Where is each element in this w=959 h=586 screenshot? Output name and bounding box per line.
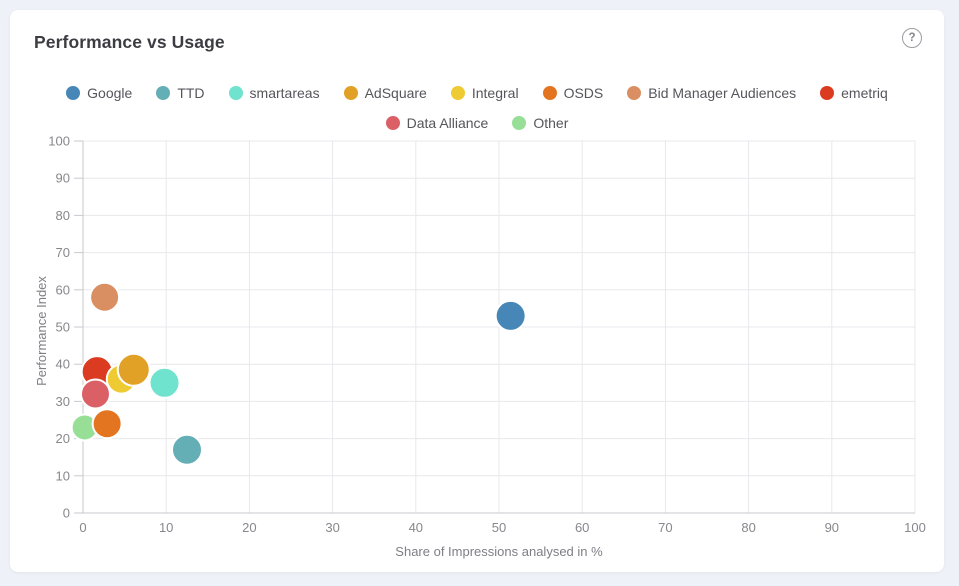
legend-row-1: Google TTD smartareas AdSquare Integral OSDS B… bbox=[54, 82, 900, 104]
legend-item-smartareas[interactable]: smartareas bbox=[217, 82, 332, 104]
legend-label-data-alliance: Data Alliance bbox=[406, 115, 489, 131]
legend-dot-google bbox=[66, 86, 81, 100]
chart-legend: Google TTD smartareas AdSquare Integral OSDS B… bbox=[10, 82, 944, 134]
legend-item-ttd[interactable]: TTD bbox=[144, 82, 216, 104]
y-tick-label: 100 bbox=[48, 134, 70, 149]
legend-dot-smartareas bbox=[228, 86, 243, 100]
legend-label-smartareas: smartareas bbox=[249, 85, 320, 101]
y-tick-label: 30 bbox=[56, 394, 70, 409]
bubble-ttd[interactable] bbox=[171, 433, 203, 466]
page-title: Performance vs Usage bbox=[34, 32, 225, 52]
x-tick-label: 0 bbox=[79, 520, 86, 535]
x-tick-label: 80 bbox=[741, 520, 755, 535]
bubble-smartareas[interactable] bbox=[148, 366, 181, 399]
x-tick-label: 70 bbox=[658, 520, 672, 535]
legend-dot-ttd bbox=[156, 86, 171, 100]
y-tick-label: 80 bbox=[56, 208, 70, 223]
legend-dot-emetriq bbox=[820, 86, 835, 100]
legend-dot-data-alliance bbox=[385, 116, 400, 130]
bubble-data-alliance[interactable] bbox=[79, 378, 111, 410]
legend-dot-adsquare bbox=[343, 86, 358, 100]
y-tick-label: 20 bbox=[56, 431, 70, 446]
legend-item-integral[interactable]: Integral bbox=[439, 82, 531, 104]
x-axis-title: Share of Impressions analysed in % bbox=[395, 544, 603, 559]
legend-item-other[interactable]: Other bbox=[500, 112, 580, 134]
legend-label-osds: OSDS bbox=[563, 85, 604, 101]
bubble-bid-manager-audiences[interactable] bbox=[89, 281, 121, 313]
x-tick-label: 10 bbox=[159, 520, 173, 535]
legend-item-data-alliance[interactable]: Data Alliance bbox=[374, 112, 501, 134]
performance-vs-usage-card: Performance vs Usage ? Google TTD smartare… bbox=[10, 10, 944, 572]
legend-dot-osds bbox=[542, 86, 557, 100]
legend-label-ttd: TTD bbox=[177, 85, 205, 101]
x-tick-label: 100 bbox=[904, 520, 926, 535]
x-tick-label: 90 bbox=[825, 520, 839, 535]
bubble-google[interactable] bbox=[494, 299, 527, 332]
y-tick-label: 0 bbox=[63, 506, 70, 521]
legend-label-integral: Integral bbox=[471, 85, 519, 101]
x-tick-label: 60 bbox=[575, 520, 589, 535]
y-axis-title: Performance Index bbox=[34, 276, 49, 386]
legend-item-emetriq[interactable]: emetriq bbox=[808, 82, 900, 104]
legend-label-bid-manager-audiences: Bid Manager Audiences bbox=[648, 85, 797, 101]
x-tick-label: 30 bbox=[325, 520, 339, 535]
legend-label-emetriq: emetriq bbox=[841, 85, 888, 101]
x-tick-label: 20 bbox=[242, 520, 256, 535]
bubble-osds[interactable] bbox=[91, 408, 123, 440]
help-icon[interactable]: ? bbox=[902, 28, 922, 48]
y-tick-label: 60 bbox=[56, 282, 70, 297]
y-tick-label: 90 bbox=[56, 171, 70, 186]
y-tick-label: 10 bbox=[56, 468, 70, 483]
y-tick-label: 70 bbox=[56, 245, 70, 260]
y-tick-label: 50 bbox=[56, 320, 70, 335]
x-tick-label: 50 bbox=[492, 520, 506, 535]
legend-item-adsquare[interactable]: AdSquare bbox=[332, 82, 439, 104]
legend-item-bid-manager-audiences[interactable]: Bid Manager Audiences bbox=[615, 82, 808, 104]
legend-item-osds[interactable]: OSDS bbox=[531, 82, 616, 104]
bubble-adsquare[interactable] bbox=[116, 352, 151, 387]
bubble-chart: 0 10 20 30 40 50 60 70 80 90 100 0 10 20 30 40 50 60 70 80 9… bbox=[34, 134, 926, 560]
legend-label-google: Google bbox=[87, 85, 133, 101]
legend-label-adsquare: AdSquare bbox=[364, 85, 427, 101]
legend-item-google[interactable]: Google bbox=[54, 82, 144, 104]
legend-label-other: Other bbox=[533, 115, 569, 131]
legend-dot-integral bbox=[450, 86, 465, 100]
legend-row-2: Data Alliance Other bbox=[374, 112, 581, 134]
x-tick-label: 40 bbox=[409, 520, 423, 535]
legend-dot-bid-manager-audiences bbox=[627, 86, 642, 100]
legend-dot-other bbox=[512, 116, 527, 130]
y-tick-label: 40 bbox=[56, 357, 70, 372]
